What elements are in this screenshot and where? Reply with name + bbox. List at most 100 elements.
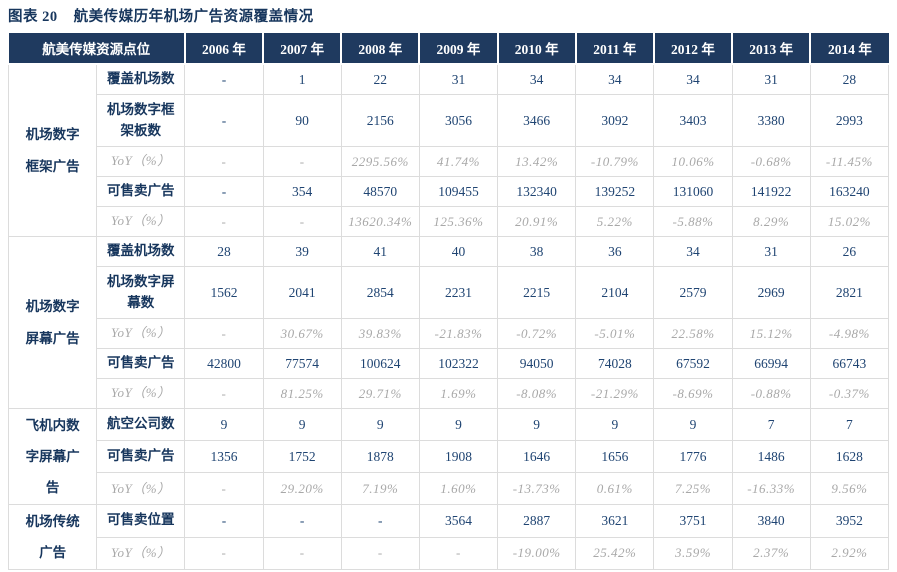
yoy-cell: - (184, 536, 264, 571)
yoy-cell: 29.71% (340, 378, 420, 409)
data-cell: 9 (262, 407, 342, 442)
yoy-cell: -13.73% (497, 472, 577, 506)
data-cell: 3564 (418, 504, 499, 538)
data-cell: 74028 (575, 348, 655, 379)
row-label: YoY（%） (96, 318, 186, 349)
data-cell: 102322 (418, 348, 499, 379)
data-cell: 3466 (497, 94, 577, 147)
yoy-cell: 7.25% (653, 472, 733, 506)
data-cell: 36 (575, 236, 655, 267)
yoy-row: YoY（%） - -2295.56% 41.74% 13.42% -10.79% 10.06… (9, 146, 890, 177)
data-cell: 1752 (262, 440, 342, 474)
year-header: 2011 年 (575, 33, 655, 65)
data-cell: 9 (340, 407, 420, 442)
yoy-cell: -10.79% (575, 146, 655, 177)
yoy-cell: -8.69% (653, 378, 733, 409)
yoy-cell: 10.06% (653, 146, 733, 177)
data-cell: 2993 (809, 94, 890, 147)
yoy-cell: -5.01% (575, 318, 655, 349)
year-header: 2012 年 (653, 33, 734, 65)
data-cell: 66743 (809, 348, 890, 379)
row-label: YoY（%） (96, 378, 186, 409)
data-cell: - (262, 504, 342, 538)
table-row: 机场传统 广告 可售卖位置 - - -3564 2887 3621 3751 3840 3952 (7, 504, 890, 571)
yoy-cell: 2.37% (731, 536, 811, 571)
year-header: 2008 年 (341, 33, 421, 65)
data-cell: 77574 (262, 348, 342, 379)
yoy-cell: -11.45% (809, 146, 890, 177)
row-label: YoY（%） (96, 146, 186, 177)
table-body: 机场数字 框架广告 覆盖机场数 -1 22 31 34 34 34 31 28 机场数字框 架板数 -… (7, 63, 890, 571)
data-cell: 1356 (184, 440, 264, 474)
data-cell: 9 (497, 407, 577, 442)
yoy-cell: 2.92% (809, 536, 890, 571)
data-cell: 1 (262, 63, 342, 95)
yoy-cell: - (262, 206, 342, 237)
row-label: 机场数字框 架板数 (96, 94, 186, 147)
data-cell: 28 (184, 236, 264, 267)
data-cell: 1562 (184, 266, 264, 319)
data-cell: 42800 (184, 348, 264, 379)
figure-title-text: 航美传媒历年机场广告资源覆盖情况 (73, 9, 314, 25)
year-header: 2007 年 (263, 33, 343, 65)
year-header: 2006 年 (184, 33, 265, 65)
table-row: 飞机内数 字屏幕广 告航空公司数 9 9 9 9 9 9 9 7 7 (7, 407, 890, 506)
data-cell: 163240 (809, 176, 890, 207)
data-cell: 3952 (809, 504, 890, 538)
yoy-cell: 1.60% (418, 472, 499, 506)
data-cell: 31 (418, 63, 499, 95)
data-cell: 9 (653, 407, 733, 442)
yoy-cell: 22.58% (653, 318, 733, 349)
data-cell: 2579 (653, 266, 733, 319)
data-cell: 66994 (731, 348, 811, 379)
yoy-cell: 41.74% (418, 146, 499, 177)
data-cell: 2231 (418, 266, 499, 319)
data-cell: 9 (575, 407, 655, 442)
yoy-cell: -21.83% (418, 318, 499, 349)
table-row: 可售卖广告 -354 48570 109455 132340 139252 131060 14… (9, 176, 890, 207)
yoy-cell: 2295.56% (340, 146, 420, 177)
data-cell: 132340 (497, 176, 577, 207)
data-cell: 3056 (418, 94, 499, 147)
yoy-row: YoY（%） -81.25% 29.71% 1.69% -8.08% -21.29% -8.… (9, 378, 890, 409)
table-row: 机场数字 框架广告 覆盖机场数 -1 22 31 34 34 34 31 28 (7, 63, 890, 237)
group-label: 机场传统 广告 (7, 504, 98, 571)
data-cell: 48570 (340, 176, 420, 207)
yoy-cell: -21.29% (575, 378, 655, 409)
data-cell: 40 (418, 236, 499, 267)
data-cell: - (184, 94, 264, 147)
data-cell: 3751 (653, 504, 733, 538)
yoy-cell: 15.12% (731, 318, 811, 349)
yoy-cell: -0.72% (497, 318, 577, 349)
yoy-cell: -0.88% (731, 378, 811, 409)
yoy-cell: - (184, 318, 264, 349)
yoy-row: YoY（%） - - - - -19.00% 25.42% 3.59% 2.37% 2.92% (9, 536, 890, 571)
data-cell: 26 (809, 236, 890, 267)
data-cell: 34 (575, 63, 655, 95)
data-cell: 1646 (497, 440, 577, 474)
data-cell: 7 (809, 407, 890, 442)
yoy-cell: - (184, 378, 264, 409)
data-cell: 3403 (653, 94, 733, 147)
row-label: YoY（%） (96, 536, 186, 571)
row-label: 覆盖机场数 (96, 63, 186, 95)
data-cell: 1656 (575, 440, 655, 474)
data-cell: 109455 (418, 176, 499, 207)
yoy-cell: - (184, 146, 264, 177)
data-cell: 94050 (497, 348, 577, 379)
data-cell: 3380 (731, 94, 811, 147)
yoy-cell: -19.00% (497, 536, 577, 571)
yoy-row: YoY（%） - -13620.34% 125.36% 20.91% 5.22% -5.88… (9, 206, 890, 237)
data-cell: 1878 (340, 440, 420, 474)
row-label: 覆盖机场数 (96, 236, 186, 267)
data-cell: 2104 (575, 266, 655, 319)
data-cell: 141922 (731, 176, 811, 207)
data-cell: 2215 (497, 266, 577, 319)
yoy-cell: - (418, 536, 499, 571)
table-row: 机场数字框 架板数 -90 2156 3056 3466 3092 3403 3380 2993 (9, 94, 890, 147)
year-header: 2009 年 (419, 33, 499, 65)
data-cell: 34 (653, 63, 733, 95)
